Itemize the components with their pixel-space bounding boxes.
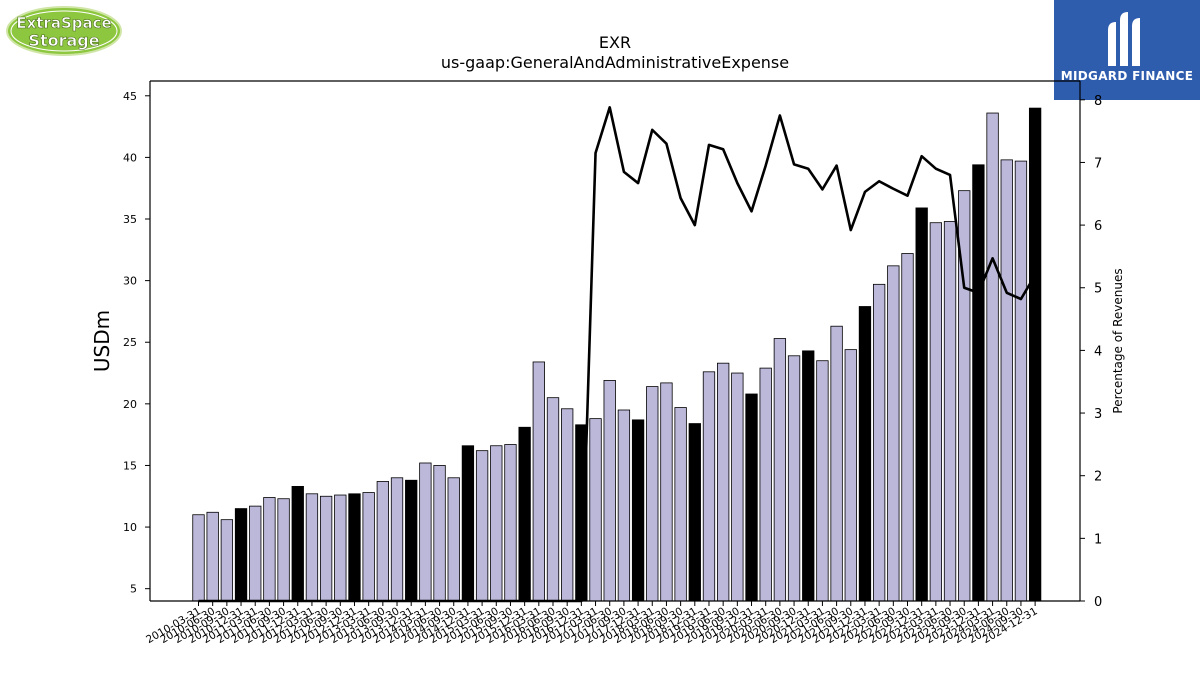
bar [688,423,701,602]
bar [603,380,616,602]
chart-title: EXR [598,33,632,52]
bar [433,465,446,602]
bar [731,372,744,602]
bar [334,494,347,602]
bar [858,306,872,602]
y-tick-label: 25 [123,336,137,349]
bar [717,362,730,602]
bar [249,505,262,602]
y2-tick-label: 7 [1094,156,1102,171]
bar [1028,107,1042,602]
bar [745,393,758,602]
bar [901,253,914,602]
y-tick-label: 10 [123,521,137,534]
bar [490,445,503,602]
y2-tick-label: 3 [1094,407,1102,422]
bar [376,481,389,602]
bar [319,495,333,602]
bar [277,498,290,602]
bar [702,371,716,602]
bar [872,283,886,602]
bar [461,445,475,602]
bar [773,338,787,602]
logo-brand-text: MIDGARD FINANCE [1060,69,1194,83]
bar [532,361,545,602]
y-tick-label: 45 [123,90,137,103]
y2-tick-label: 4 [1094,344,1102,359]
bar [546,397,560,602]
bar [646,386,659,602]
bar [447,477,460,602]
bar [405,479,418,602]
bar [943,221,957,602]
bar [291,485,304,602]
bar [986,112,999,602]
y-tick-label: 5 [130,583,137,596]
bar [589,418,602,602]
bar [844,349,857,602]
bar [192,514,205,602]
bar [802,350,815,602]
y-tick-label: 35 [123,213,137,226]
bar [206,511,219,602]
y-tick-label: 15 [123,459,137,472]
bar [234,508,248,602]
bar [518,426,531,602]
bar [972,164,985,602]
bar [787,355,801,602]
y2-tick-label: 0 [1094,595,1102,610]
bar [220,519,234,602]
logo-line2: Storage [28,31,99,50]
bar [631,419,645,602]
y-tick-label: 40 [123,151,137,164]
bar [504,444,517,602]
extra-space-storage-logo: ExtraSpace Storage [6,6,122,56]
bar [660,382,673,602]
bar [617,409,631,602]
midgard-finance-logo: MIDGARD FINANCE [1054,0,1200,100]
y-tick-label: 20 [123,398,137,411]
y2-tick-label: 1 [1094,532,1102,547]
bar [561,408,574,602]
bar [475,450,489,602]
y2-tick-label: 2 [1094,470,1102,485]
y-tick-label: 30 [123,275,137,288]
y2-tick-label: 5 [1094,282,1102,297]
y2-tick-label: 6 [1094,219,1102,234]
bar [759,367,772,602]
y2-tick-label: 8 [1094,94,1102,109]
bar [816,360,829,602]
bar [1000,159,1013,602]
bar [674,407,687,602]
bar [887,265,900,602]
chart-subtitle: us-gaap:GeneralAndAdministrativeExpense [440,53,790,72]
bar [830,325,843,602]
logo-line1: ExtraSpace [16,14,111,32]
bar [915,207,928,602]
bar [348,493,361,602]
bar [390,477,404,602]
bar [362,492,375,602]
bar [1014,160,1028,602]
bar [929,222,943,602]
bar [305,493,319,602]
midgard-m-icon [1108,12,1140,66]
bar [263,497,276,602]
bar [419,462,432,602]
